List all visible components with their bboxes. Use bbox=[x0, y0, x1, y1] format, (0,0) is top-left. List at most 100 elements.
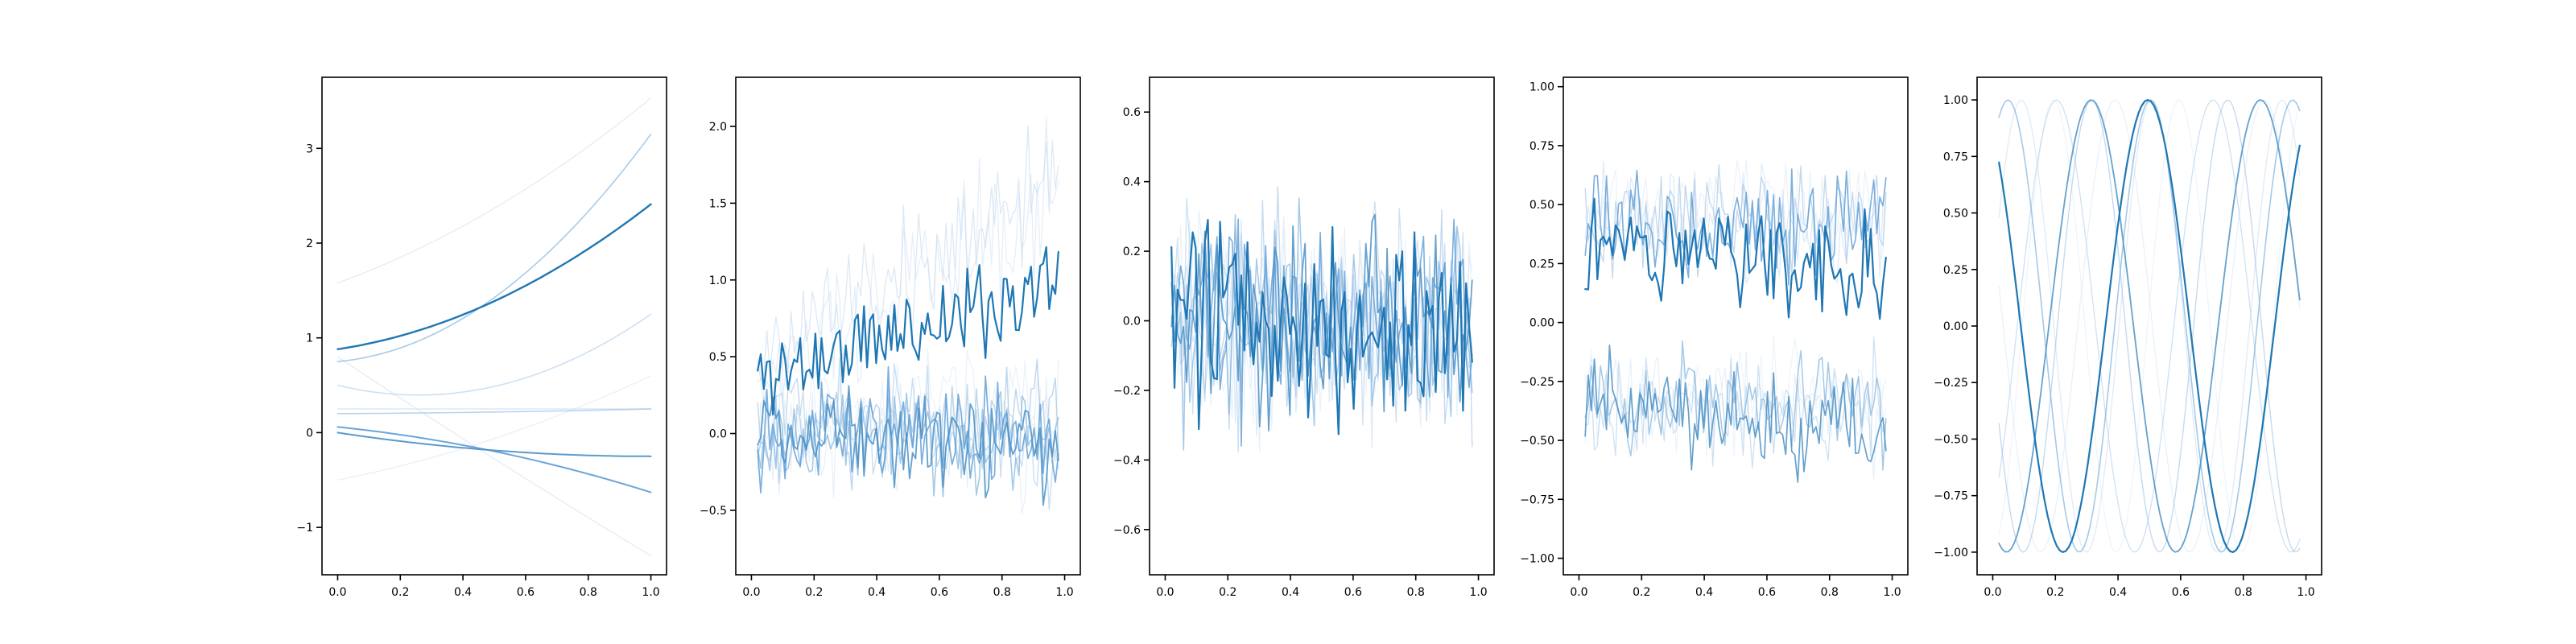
panel-5-series-group bbox=[1998, 99, 2301, 553]
x-tick-label: 1.0 bbox=[1883, 586, 1901, 599]
x-tick-label: 0.4 bbox=[1695, 586, 1713, 599]
x-tick-label: 1.0 bbox=[642, 586, 659, 599]
y-tick-label: 1.00 bbox=[1943, 94, 1968, 107]
y-tick-label: 1.00 bbox=[1530, 81, 1554, 94]
y-tick-label: 0.75 bbox=[1943, 151, 1968, 163]
panel-2-frame bbox=[735, 76, 1081, 576]
x-tick-label: 0.4 bbox=[2109, 586, 2127, 599]
panel-2-series-1 bbox=[757, 246, 1059, 416]
panel-4-series-9 bbox=[1584, 159, 1887, 260]
y-tick-label: −1 bbox=[296, 522, 313, 535]
x-tick-label: 0.8 bbox=[2235, 586, 2252, 599]
y-tick-label: 0.50 bbox=[1530, 199, 1554, 212]
panel-1-series-3 bbox=[336, 426, 652, 493]
y-tick-label: 0.00 bbox=[1943, 320, 1968, 333]
y-tick-label: 0.00 bbox=[1530, 317, 1554, 330]
y-tick-label: 1.5 bbox=[709, 197, 727, 210]
y-tick-label: 0.0 bbox=[1123, 316, 1141, 328]
panel-1-series-1 bbox=[336, 203, 652, 350]
y-tick-label: −0.25 bbox=[1520, 376, 1554, 389]
panel-2-series-2 bbox=[757, 385, 1059, 506]
y-tick-label: 0.4 bbox=[1123, 176, 1141, 189]
x-tick-label: 0.4 bbox=[1282, 586, 1299, 599]
panel-4-frame bbox=[1563, 76, 1909, 576]
y-tick-label: 0.25 bbox=[1943, 264, 1968, 277]
panel-5-series-8 bbox=[1998, 99, 2301, 553]
y-tick-label: 0.6 bbox=[1123, 106, 1141, 119]
y-tick-label: −0.5 bbox=[700, 505, 727, 518]
panel-4-series-1 bbox=[1584, 197, 1887, 320]
y-tick-label: 0.25 bbox=[1530, 258, 1554, 270]
panel-3-series-5 bbox=[1170, 186, 1473, 448]
panel-1-series-8 bbox=[336, 97, 652, 284]
x-tick-label: 0.2 bbox=[2046, 586, 2064, 599]
panel-4-series-group bbox=[1584, 159, 1887, 483]
y-tick-label: 2 bbox=[306, 237, 313, 250]
panel-1-series-group bbox=[336, 97, 652, 557]
x-tick-label: 0.2 bbox=[1633, 586, 1650, 599]
panel-2-series-7 bbox=[757, 125, 1059, 382]
panel-5-frame bbox=[1976, 76, 2322, 576]
panel-3-frame bbox=[1149, 76, 1495, 576]
y-tick-label: 0 bbox=[306, 427, 313, 440]
panel-5-series-5 bbox=[1998, 99, 2301, 553]
y-tick-label: −0.25 bbox=[1934, 377, 1968, 390]
x-tick-label: 1.0 bbox=[1055, 586, 1073, 599]
x-tick-label: 0.0 bbox=[328, 586, 346, 599]
y-tick-label: −0.50 bbox=[1934, 433, 1968, 446]
y-tick-label: 0.50 bbox=[1943, 208, 1968, 221]
x-tick-label: 0.0 bbox=[1156, 586, 1174, 599]
x-tick-label: 0.0 bbox=[1984, 586, 2001, 599]
panel-1-series-6 bbox=[336, 408, 652, 415]
x-tick-label: 0.2 bbox=[391, 586, 409, 599]
x-tick-label: 0.0 bbox=[742, 586, 760, 599]
y-tick-label: −0.50 bbox=[1520, 435, 1554, 448]
y-tick-label: −0.75 bbox=[1934, 490, 1968, 503]
x-tick-label: 0.6 bbox=[1344, 586, 1362, 599]
panel-5: 0.0 0.2 0.4 0.6 0.8 1.0 −1.00 −0.75 −0.50 −0.25 0.… bbox=[1934, 76, 2322, 599]
y-tick-label: 1.0 bbox=[709, 275, 727, 287]
panel-4-series-3 bbox=[1584, 168, 1887, 286]
panel-2-series-group bbox=[757, 116, 1059, 514]
x-tick-label: 0.4 bbox=[454, 586, 472, 599]
panel-1-series-4 bbox=[336, 133, 652, 362]
x-tick-label: 0.8 bbox=[1821, 586, 1839, 599]
x-tick-label: 0.0 bbox=[1570, 586, 1587, 599]
panel-3-series-1 bbox=[1170, 219, 1473, 436]
y-tick-label: 0.5 bbox=[709, 351, 727, 364]
y-tick-label: −0.6 bbox=[1113, 524, 1141, 537]
panel-1-series-10 bbox=[336, 375, 652, 481]
y-tick-label: 0.75 bbox=[1530, 140, 1554, 153]
x-tick-label: 0.6 bbox=[2172, 586, 2190, 599]
y-tick-label: 1 bbox=[306, 332, 313, 345]
panel-5-series-2 bbox=[1998, 99, 2301, 553]
panel-3: 0.0 0.2 0.4 0.6 0.8 1.0 −0.6 −0.4 −0.2 0.0 0.2 0.4 0… bbox=[1113, 76, 1495, 599]
x-tick-label: 0.2 bbox=[1219, 586, 1236, 599]
x-tick-label: 0.2 bbox=[805, 586, 823, 599]
x-tick-label: 1.0 bbox=[1469, 586, 1487, 599]
x-tick-label: 0.8 bbox=[993, 586, 1011, 599]
panel-4-series-2 bbox=[1584, 344, 1887, 483]
y-tick-label: −1.00 bbox=[1934, 547, 1968, 559]
panel-4: 0.0 0.2 0.4 0.6 0.8 1.0 −1.00 −0.75 −0.50 −0.25 0.… bbox=[1520, 76, 1909, 599]
panel-1-series-5 bbox=[336, 313, 652, 396]
y-tick-label: −0.2 bbox=[1113, 385, 1141, 398]
y-tick-label: −0.75 bbox=[1520, 493, 1554, 506]
y-tick-label: 2.0 bbox=[709, 121, 727, 134]
y-tick-label: −0.4 bbox=[1113, 454, 1141, 467]
panel-2: 0.0 0.2 0.4 0.6 0.8 1.0 −0.5 0.0 0.5 1.0 1.5 2.0 bbox=[700, 76, 1081, 599]
x-tick-label: 0.8 bbox=[580, 586, 597, 599]
x-tick-label: 1.0 bbox=[2297, 586, 2314, 599]
y-tick-label: 0.0 bbox=[709, 428, 727, 441]
panel-1: 0.0 0.2 0.4 0.6 0.8 1.0 −1 0 1 2 3 bbox=[296, 76, 667, 599]
panel-2-series-8 bbox=[757, 116, 1059, 409]
panel-3-series-3 bbox=[1170, 218, 1473, 447]
panel-3-series-group bbox=[1170, 186, 1473, 453]
y-tick-label: 0.2 bbox=[1123, 246, 1141, 258]
panel-1-series-9 bbox=[336, 356, 652, 557]
x-tick-label: 0.6 bbox=[517, 586, 535, 599]
panel-5-series-7 bbox=[1998, 99, 2301, 553]
x-tick-label: 0.6 bbox=[931, 586, 948, 599]
panel-5-series-4 bbox=[1998, 99, 2301, 553]
